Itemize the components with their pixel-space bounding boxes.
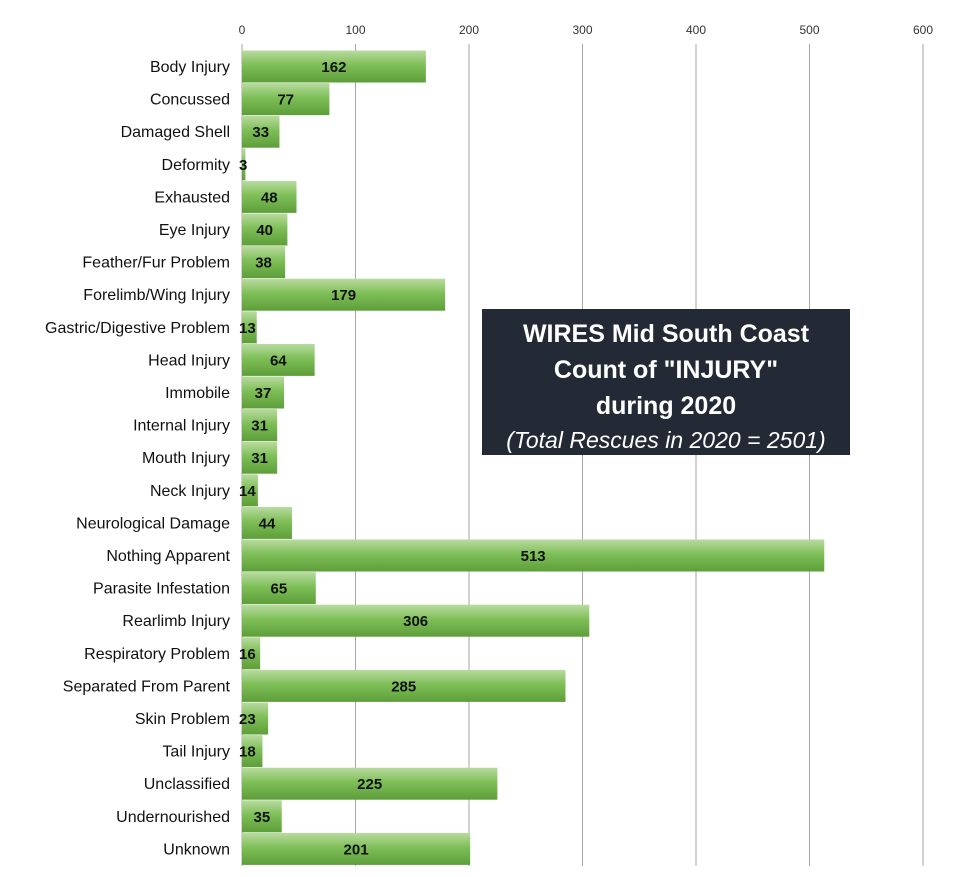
category-label: Immobile — [165, 385, 230, 402]
category-label: Forelimb/Wing Injury — [83, 287, 230, 304]
bar — [242, 572, 316, 605]
data-label: 3 — [239, 157, 247, 174]
x-tick-label: 500 — [799, 23, 819, 37]
data-label: 37 — [255, 385, 272, 402]
bar — [242, 800, 282, 833]
bar — [242, 604, 590, 637]
bar — [242, 83, 330, 116]
bar — [242, 702, 269, 735]
bar — [242, 474, 258, 507]
x-tick-label: 300 — [572, 23, 592, 37]
category-labels: Body Injury Concussed Damaged Shell Deformi… — [45, 59, 231, 858]
category-label: Internal Injury — [133, 418, 230, 435]
category-label: Deformity — [162, 157, 230, 174]
chart-title-line-3: during 2020 — [595, 392, 737, 420]
gridlines — [241, 44, 924, 866]
category-label: Tail Injury — [162, 744, 230, 761]
category-label: Damaged Shell — [121, 124, 230, 141]
bar — [242, 767, 498, 800]
bar — [242, 735, 263, 768]
bar — [242, 115, 280, 148]
x-axis-ticks: 0 100 200 300 400 500 600 — [239, 23, 934, 37]
bar — [242, 180, 297, 213]
category-label: Separated From Parent — [63, 678, 231, 695]
data-label: 48 — [261, 189, 278, 206]
x-tick-label: 100 — [345, 23, 365, 37]
category-label: Undernourished — [116, 809, 230, 826]
category-label: Gastric/Digestive Problem — [45, 320, 230, 337]
data-label: 31 — [251, 450, 268, 467]
data-label: 23 — [239, 711, 256, 728]
bars — [242, 50, 825, 865]
category-label: Skin Problem — [135, 711, 230, 728]
category-label: Nothing Apparent — [106, 548, 230, 565]
x-tick-label: 400 — [686, 23, 706, 37]
bar — [242, 409, 278, 442]
category-label: Respiratory Problem — [84, 646, 230, 663]
category-label: Neck Injury — [150, 483, 230, 500]
bar — [242, 213, 288, 246]
category-label: Exhausted — [154, 189, 230, 206]
data-label: 225 — [357, 776, 382, 793]
data-label: 201 — [344, 841, 369, 858]
data-label: 65 — [271, 581, 288, 598]
data-label: 13 — [239, 320, 256, 337]
category-label: Unknown — [163, 841, 230, 858]
chart-title-line-1: WIRES Mid South Coast — [522, 320, 810, 348]
bar — [242, 637, 261, 670]
x-tick-label: 600 — [913, 23, 933, 37]
bar — [242, 246, 286, 279]
data-label: 31 — [251, 418, 268, 435]
data-label: 306 — [403, 613, 428, 630]
category-label: Body Injury — [150, 59, 230, 76]
category-label: Neurological Damage — [76, 515, 230, 532]
bar — [242, 441, 278, 474]
data-labels: 1627733348403817913643731311444513653061… — [239, 59, 546, 858]
data-label: 14 — [239, 483, 256, 500]
chart-subtitle: (Total Rescues in 2020 = 2501) — [506, 427, 826, 453]
bar — [242, 311, 257, 344]
bar — [242, 539, 825, 572]
category-label: Head Injury — [148, 352, 230, 369]
category-label: Rearlimb Injury — [122, 613, 230, 630]
x-tick-label: 200 — [459, 23, 479, 37]
bar — [242, 669, 566, 702]
data-label: 16 — [239, 646, 256, 663]
bar — [242, 343, 315, 376]
bar — [242, 376, 284, 409]
data-label: 64 — [270, 352, 287, 369]
data-label: 179 — [331, 287, 356, 304]
data-label: 44 — [259, 515, 276, 532]
data-label: 285 — [391, 678, 416, 695]
bar — [242, 506, 292, 539]
data-label: 162 — [321, 59, 346, 76]
data-label: 35 — [254, 809, 271, 826]
data-label: 40 — [256, 222, 273, 239]
category-label: Mouth Injury — [142, 450, 230, 467]
data-label: 38 — [255, 255, 272, 272]
category-label: Eye Injury — [159, 222, 230, 239]
category-label: Parasite Infestation — [93, 581, 230, 598]
data-label: 513 — [521, 548, 546, 565]
chart-title-line-2: Count of "INJURY" — [553, 356, 779, 384]
data-label: 33 — [252, 124, 269, 141]
chart-title-box: WIRES Mid South Coast Count of "INJURY" … — [482, 309, 850, 455]
data-label: 77 — [277, 92, 294, 109]
category-label: Unclassified — [144, 776, 230, 793]
x-tick-label: 0 — [239, 23, 246, 37]
category-label: Concussed — [150, 92, 230, 109]
bar — [242, 148, 246, 181]
category-label: Feather/Fur Problem — [82, 255, 230, 272]
bar — [242, 278, 446, 311]
bar — [242, 50, 426, 83]
data-label: 18 — [239, 744, 256, 761]
bar — [242, 832, 471, 865]
